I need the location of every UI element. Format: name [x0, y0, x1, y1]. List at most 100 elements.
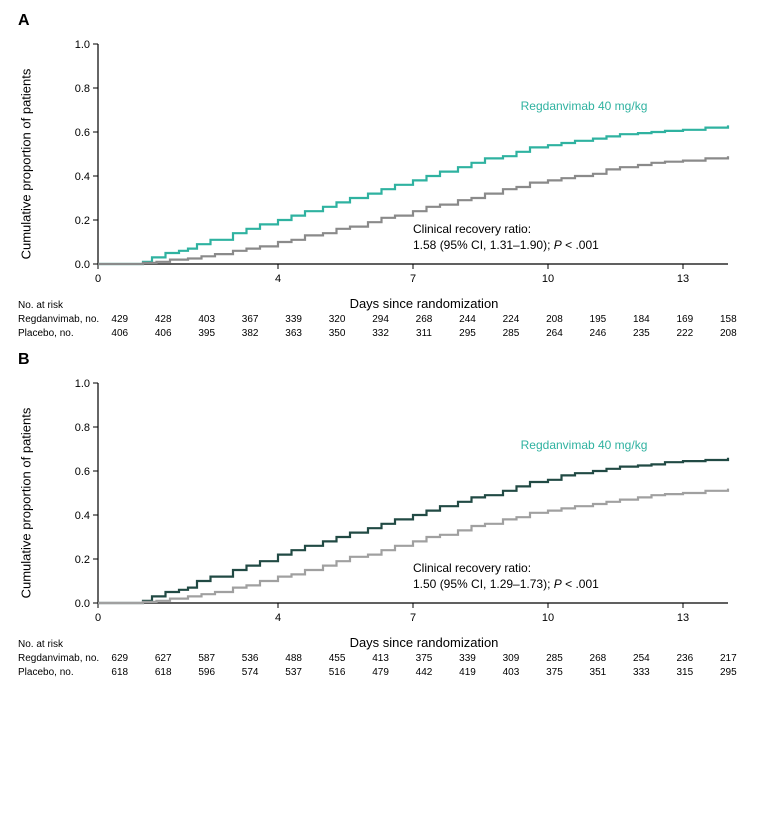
risk-cell: 428 — [141, 313, 184, 327]
plot-wrap-A: Cumulative proportion of patients 0.00.2… — [38, 34, 750, 294]
risk-cell: 537 — [272, 666, 315, 680]
panel-label-B: B — [18, 351, 750, 369]
risk-cell: 254 — [620, 652, 663, 666]
chart-svg-A: 0.00.20.40.60.81.00471013Regdanvimab 40 … — [38, 34, 750, 294]
risk-cell: 332 — [359, 327, 402, 341]
series-label: Regdanvimab 40 mg/kg — [521, 99, 648, 113]
annotation-line2: 1.50 (95% CI, 1.29–1.73); P < .001 — [413, 577, 599, 591]
svg-text:0.8: 0.8 — [75, 422, 90, 434]
risk-cell: 363 — [272, 327, 315, 341]
risk-cell: 406 — [98, 327, 141, 341]
svg-text:13: 13 — [677, 273, 689, 285]
series-label: Regdanvimab 40 mg/kg — [521, 438, 648, 452]
svg-text:0: 0 — [95, 273, 101, 285]
svg-text:0.2: 0.2 — [75, 215, 90, 227]
risk-cell: 587 — [185, 652, 228, 666]
risk-cell: 419 — [446, 666, 489, 680]
svg-text:10: 10 — [542, 273, 554, 285]
plot-wrap-B: Cumulative proportion of patients 0.00.2… — [38, 373, 750, 633]
svg-text:4: 4 — [275, 612, 281, 624]
risk-cell: 295 — [707, 666, 750, 680]
risk-cell: 268 — [402, 313, 445, 327]
risk-cell: 395 — [185, 327, 228, 341]
risk-cell: 268 — [576, 652, 619, 666]
risk-cell: 618 — [98, 666, 141, 680]
risk-cell: 627 — [141, 652, 184, 666]
risk-cell: 382 — [228, 327, 271, 341]
risk-cell: 246 — [576, 327, 619, 341]
svg-text:10: 10 — [542, 612, 554, 624]
risk-cell: 367 — [228, 313, 271, 327]
risk-cell: 413 — [359, 652, 402, 666]
svg-text:0.4: 0.4 — [75, 171, 90, 183]
risk-cell: 294 — [359, 313, 402, 327]
risk-row: Regdanvimab, no.629627587536488455413375… — [18, 652, 750, 666]
risk-cell: 488 — [272, 652, 315, 666]
risk-cell: 285 — [533, 652, 576, 666]
svg-text:0.6: 0.6 — [75, 127, 90, 139]
risk-cell: 429 — [98, 313, 141, 327]
risk-cell: 184 — [620, 313, 663, 327]
panel-A: A Cumulative proportion of patients 0.00… — [18, 12, 750, 341]
y-axis-title: Cumulative proportion of patients — [19, 69, 34, 260]
risk-cell: 351 — [576, 666, 619, 680]
risk-cell: 285 — [489, 327, 532, 341]
risk-cell: 350 — [315, 327, 358, 341]
risk-cell: 195 — [576, 313, 619, 327]
risk-cell: 375 — [402, 652, 445, 666]
risk-cell: 222 — [663, 327, 706, 341]
risk-cell: 295 — [446, 327, 489, 341]
risk-cell: 320 — [315, 313, 358, 327]
risk-cell: 618 — [141, 666, 184, 680]
risk-cell: 596 — [185, 666, 228, 680]
risk-cell: 455 — [315, 652, 358, 666]
risk-cell: 403 — [489, 666, 532, 680]
risk-cell: 158 — [707, 313, 750, 327]
x-axis-title: Days since randomization — [98, 635, 750, 650]
annotation-line1: Clinical recovery ratio: — [413, 561, 531, 575]
risk-cell: 406 — [141, 327, 184, 341]
risk-cell: 236 — [663, 652, 706, 666]
x-axis-title: Days since randomization — [98, 296, 750, 311]
risk-cell: 479 — [359, 666, 402, 680]
risk-cell: 375 — [533, 666, 576, 680]
svg-text:0.0: 0.0 — [75, 598, 90, 610]
chart-svg-B: 0.00.20.40.60.81.00471013Regdanvimab 40 … — [38, 373, 750, 633]
svg-text:7: 7 — [410, 612, 416, 624]
risk-cell: 311 — [402, 327, 445, 341]
risk-row: Regdanvimab, no.429428403367339320294268… — [18, 313, 750, 327]
risk-cell: 208 — [533, 313, 576, 327]
svg-text:0.4: 0.4 — [75, 510, 90, 522]
risk-cell: 264 — [533, 327, 576, 341]
risk-cell: 235 — [620, 327, 663, 341]
risk-cell: 403 — [185, 313, 228, 327]
risk-cell: 629 — [98, 652, 141, 666]
risk-cell: 315 — [663, 666, 706, 680]
annotation-line1: Clinical recovery ratio: — [413, 222, 531, 236]
risk-cell: 217 — [707, 652, 750, 666]
risk-cell: 309 — [489, 652, 532, 666]
panel-B: B Cumulative proportion of patients 0.0 0… — [18, 351, 750, 680]
svg-text:7: 7 — [410, 273, 416, 285]
risk-cell: 516 — [315, 666, 358, 680]
risk-cell: 208 — [707, 327, 750, 341]
svg-text:4: 4 — [275, 273, 281, 285]
svg-text:0.6: 0.6 — [75, 466, 90, 478]
svg-text:1.0: 1.0 — [75, 39, 90, 51]
risk-cell: 339 — [446, 652, 489, 666]
risk-cell: 244 — [446, 313, 489, 327]
annotation-line2: 1.58 (95% CI, 1.31–1.90); P < .001 — [413, 238, 599, 252]
risk-cell: 333 — [620, 666, 663, 680]
risk-cell: 536 — [228, 652, 271, 666]
svg-text:13: 13 — [677, 612, 689, 624]
svg-text:0.2: 0.2 — [75, 554, 90, 566]
risk-cell: 442 — [402, 666, 445, 680]
risk-cell: 224 — [489, 313, 532, 327]
risk-cell: 339 — [272, 313, 315, 327]
risk-row: Placebo, no.6186185965745375164794424194… — [18, 666, 750, 680]
risk-cell: 169 — [663, 313, 706, 327]
risk-row: Placebo, no.4064063953823633503323112952… — [18, 327, 750, 341]
svg-text:0.8: 0.8 — [75, 83, 90, 95]
panel-label-A: A — [18, 12, 750, 30]
y-axis-title: Cumulative proportion of patients — [19, 408, 34, 599]
